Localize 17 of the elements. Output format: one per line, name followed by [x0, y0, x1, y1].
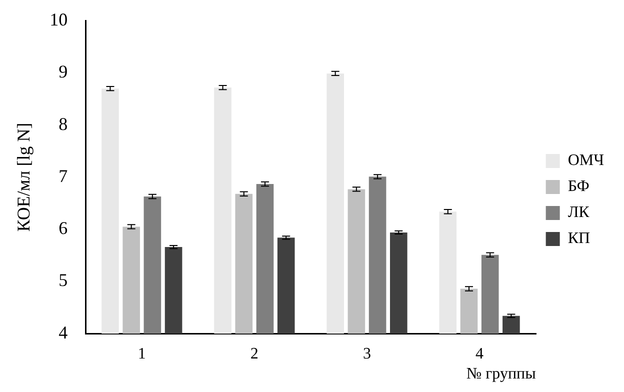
y-axis-title: КОЕ/мл [lg N] [14, 122, 34, 232]
x-tick-label: 2 [250, 345, 258, 362]
x-tick-label: 3 [362, 345, 371, 362]
legend-label: БФ [568, 178, 590, 196]
legend-label: ОМЧ [568, 152, 604, 170]
x-axis-title: № группы [466, 366, 536, 383]
y-tick-label: 6 [58, 218, 68, 238]
y-tick-label: 9 [58, 62, 68, 82]
legend-label: КП [568, 230, 590, 248]
legend-label: ЛК [568, 204, 590, 222]
y-tick-label: 10 [50, 10, 68, 30]
y-tick-label: 5 [58, 270, 68, 290]
x-tick-label: 4 [476, 345, 484, 362]
y-tick-label: 7 [58, 166, 68, 186]
y-tick-label: 8 [58, 114, 68, 134]
y-tick-label: 4 [58, 322, 68, 342]
x-tick-label: 1 [138, 345, 146, 362]
